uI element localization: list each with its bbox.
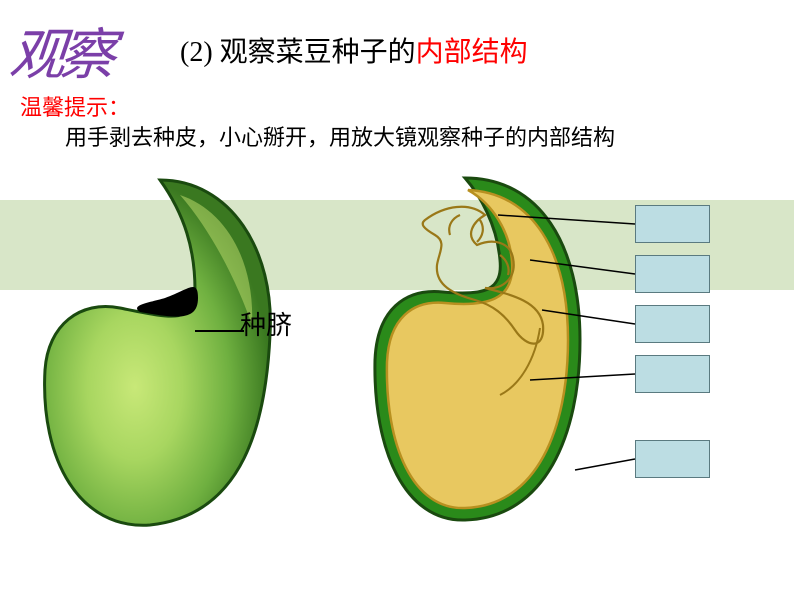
label-box-4: [635, 355, 710, 393]
diagram-area: 种脐: [0, 160, 794, 596]
seed-cotyledon: [387, 190, 568, 508]
seed-outer-body: [45, 180, 271, 525]
label-box-1: [635, 205, 710, 243]
label-box-2: [635, 255, 710, 293]
hint-label: 温馨提示：: [20, 90, 130, 122]
title-red: 内部结构: [416, 37, 528, 68]
title-prefix: (2) 观察菜豆种子的: [180, 37, 416, 68]
page-title: (2) 观察菜豆种子的内部结构: [180, 30, 528, 70]
label-box-3: [635, 305, 710, 343]
seed-hilum: [137, 287, 198, 317]
hilum-pointer-line: [195, 330, 244, 332]
seed-outer-svg: [30, 160, 290, 540]
label-box-5: [635, 440, 710, 478]
hilum-label: 种脐: [240, 305, 292, 342]
watermark-text: 观察: [6, 10, 113, 91]
hint-text: 用手剥去种皮，小心掰开，用放大镜观察种子的内部结构: [65, 120, 615, 152]
seed-inner-svg: [365, 160, 605, 540]
